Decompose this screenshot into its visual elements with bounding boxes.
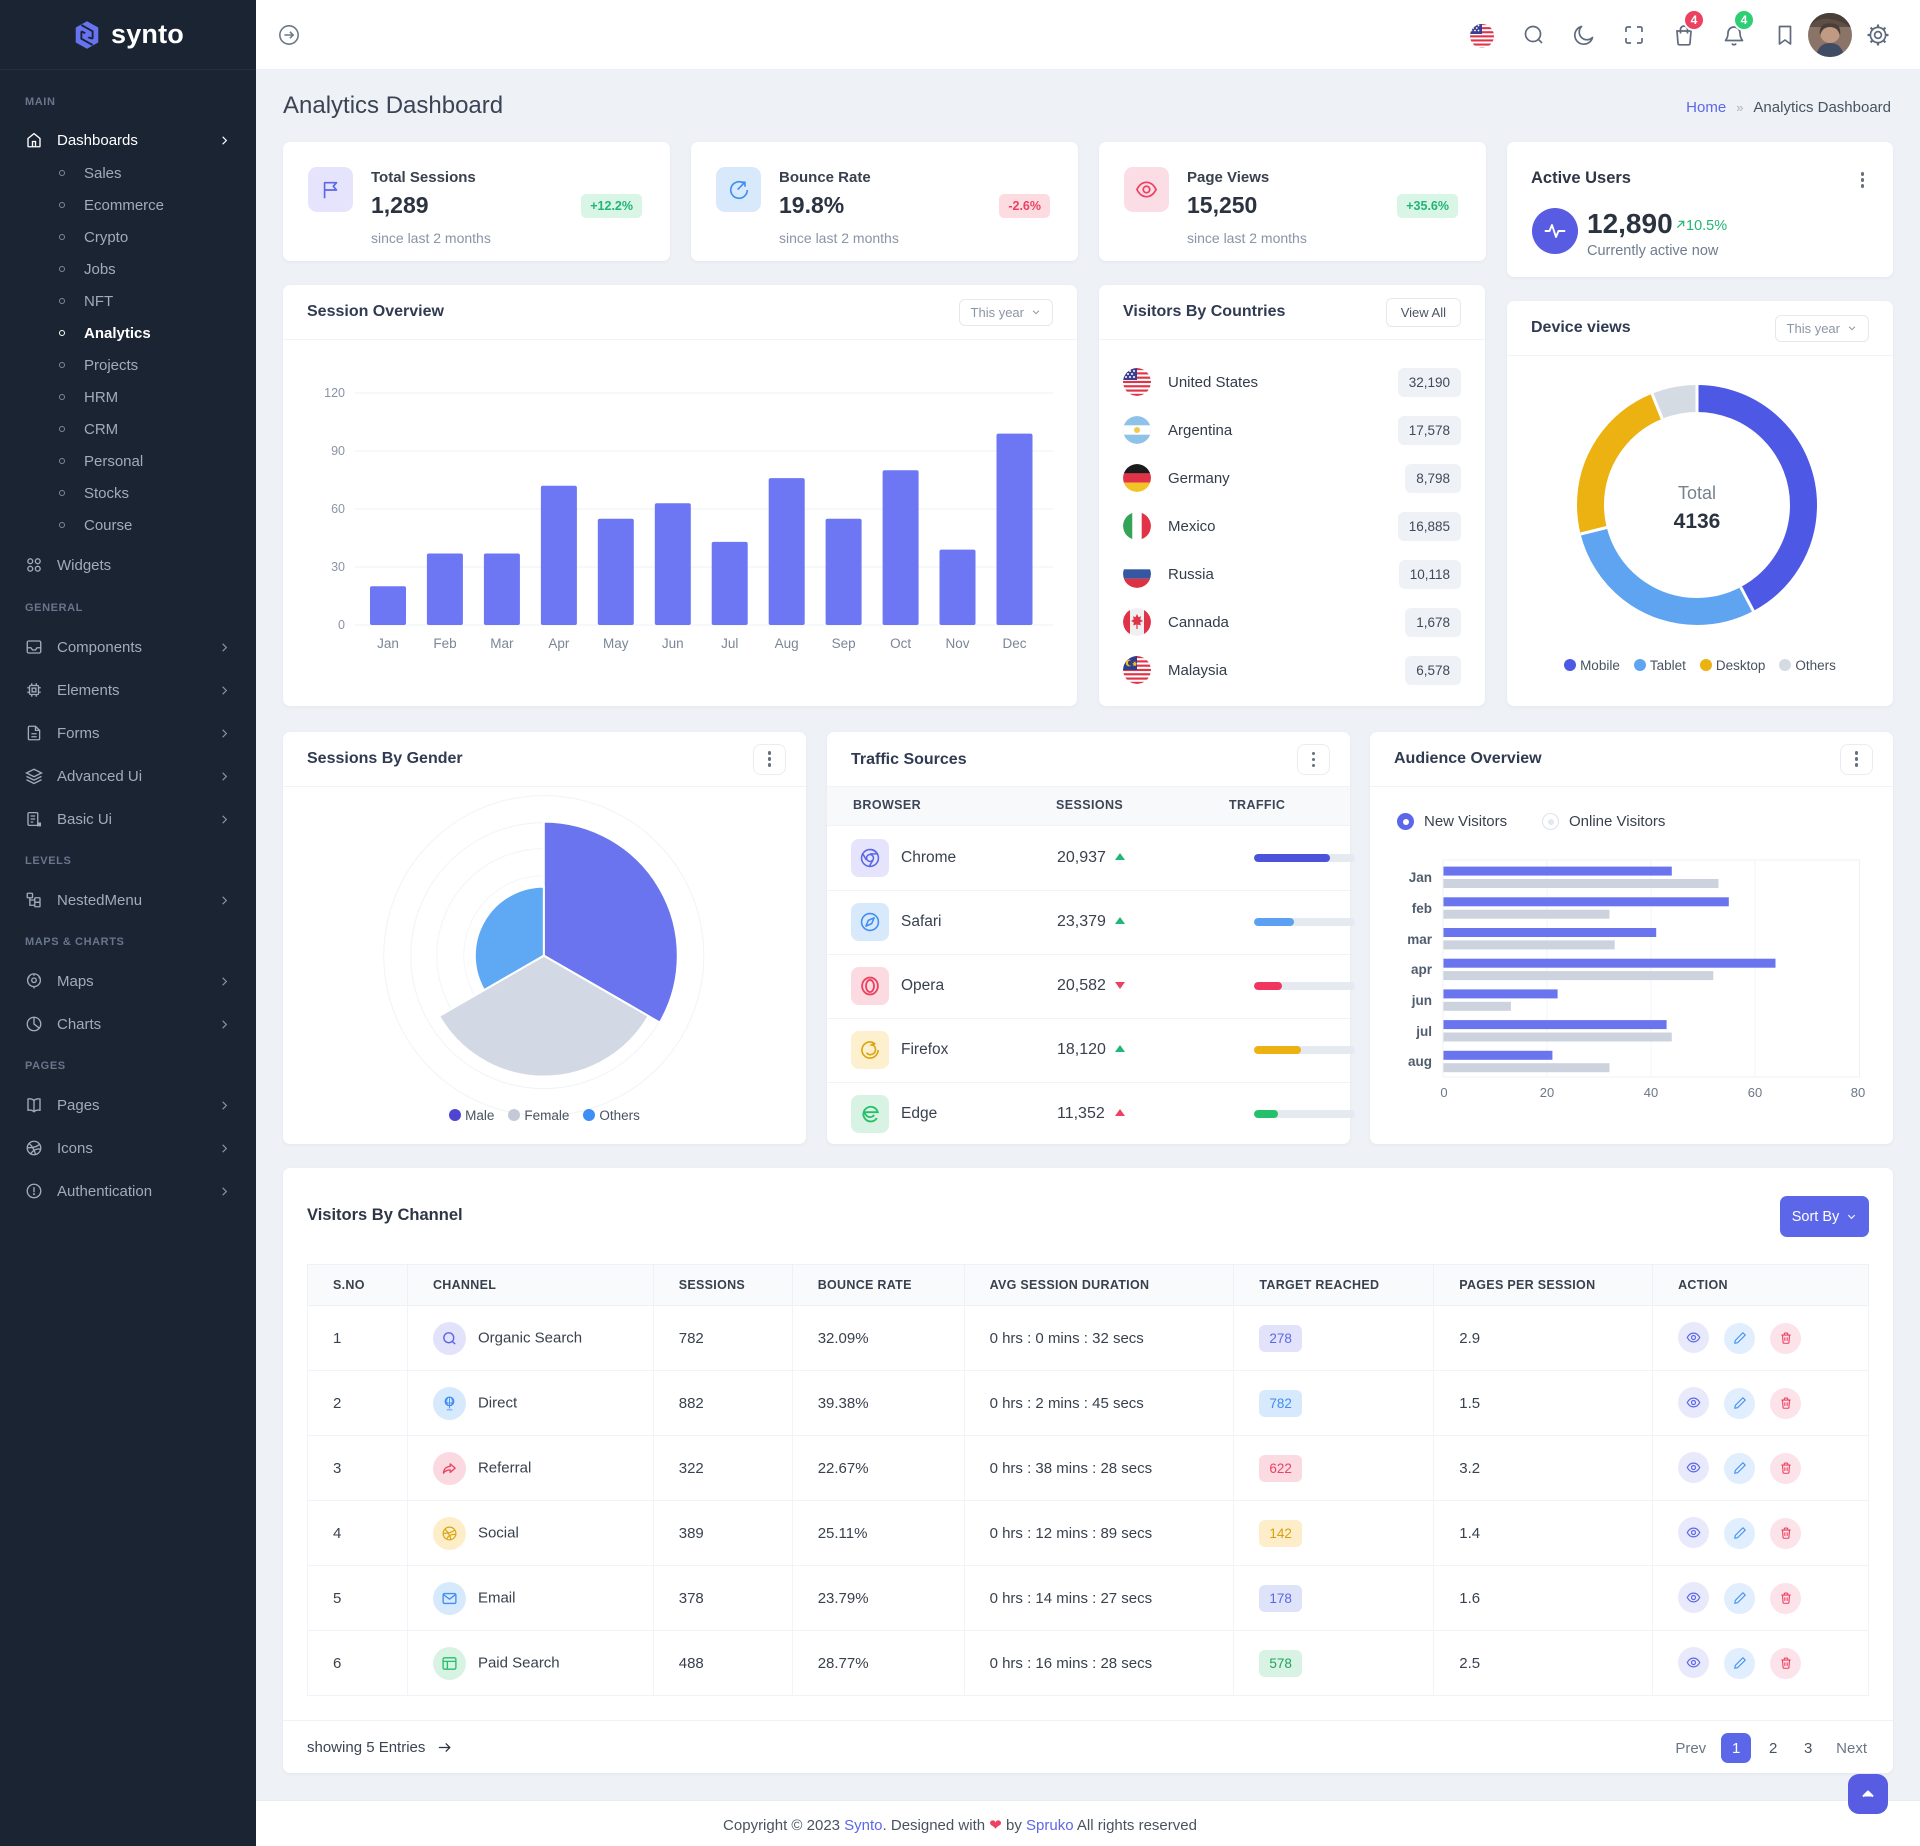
svg-text:60: 60 bbox=[331, 502, 345, 516]
svg-text:mar: mar bbox=[1407, 932, 1433, 947]
svg-text:4136: 4136 bbox=[1674, 510, 1721, 533]
svg-text:Aug: Aug bbox=[775, 636, 799, 651]
svg-text:0: 0 bbox=[1440, 1085, 1447, 1100]
svg-text:Dec: Dec bbox=[1002, 636, 1026, 651]
svg-text:Jan: Jan bbox=[377, 636, 399, 651]
svg-text:Nov: Nov bbox=[945, 636, 969, 651]
svg-text:Jul: Jul bbox=[721, 636, 738, 651]
svg-text:Jun: Jun bbox=[662, 636, 684, 651]
svg-text:Oct: Oct bbox=[890, 636, 911, 651]
svg-text:Total: Total bbox=[1678, 483, 1716, 503]
svg-text:Jan: Jan bbox=[1409, 870, 1432, 885]
svg-text:apr: apr bbox=[1411, 962, 1433, 977]
svg-text:0: 0 bbox=[338, 618, 345, 632]
svg-text:30: 30 bbox=[331, 560, 345, 574]
svg-text:May: May bbox=[603, 636, 629, 651]
svg-text:60: 60 bbox=[1748, 1085, 1762, 1100]
svg-text:Sep: Sep bbox=[832, 636, 856, 651]
svg-text:jul: jul bbox=[1415, 1024, 1432, 1039]
svg-text:40: 40 bbox=[1644, 1085, 1658, 1100]
svg-text:90: 90 bbox=[331, 444, 345, 458]
svg-text:Mar: Mar bbox=[490, 636, 514, 651]
svg-text:aug: aug bbox=[1408, 1054, 1432, 1069]
svg-text:Apr: Apr bbox=[548, 636, 570, 651]
svg-text:jun: jun bbox=[1411, 993, 1432, 1008]
svg-text:Feb: Feb bbox=[433, 636, 456, 651]
svg-text:feb: feb bbox=[1412, 901, 1432, 916]
svg-text:120: 120 bbox=[324, 386, 345, 400]
svg-text:80: 80 bbox=[1851, 1085, 1865, 1100]
svg-text:20: 20 bbox=[1540, 1085, 1554, 1100]
